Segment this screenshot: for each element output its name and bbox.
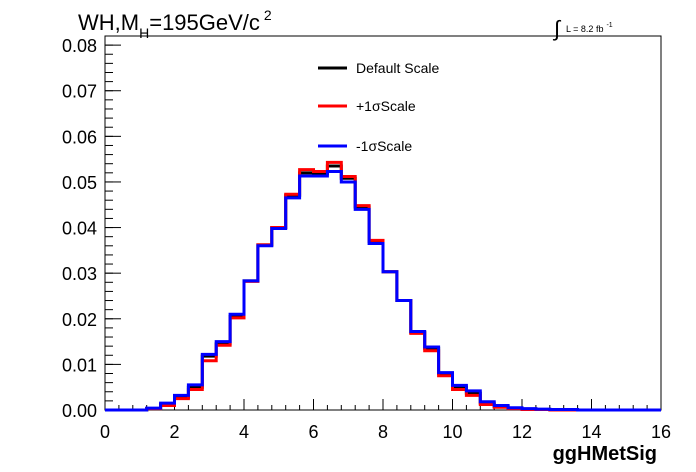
y-tick-label: 0.06 <box>62 127 97 147</box>
series-layer <box>105 160 661 412</box>
x-tick-label: 4 <box>239 422 249 442</box>
axis-ticks: 0 2 4 6 8 10 12 14 16 0.00 0.01 0.02 0.03 0.04 0.05 0.0… <box>62 35 671 442</box>
y-tick-label: 0.04 <box>62 219 97 239</box>
x-tick-label: 10 <box>442 422 462 442</box>
series-line-1 <box>105 160 661 412</box>
lumi-integral-symbol: ∫ <box>552 16 562 41</box>
title-superscript: 2 <box>264 7 272 23</box>
legend-label-0: Default Scale <box>356 60 439 76</box>
y-tick-label: 0.07 <box>62 82 97 102</box>
x-tick-label: 6 <box>308 422 318 442</box>
plot-frame <box>104 35 662 411</box>
y-tick-label: 0.08 <box>62 36 97 56</box>
series-line-2 <box>105 169 661 412</box>
chart-title: WH,MH=195GeV/c 2 <box>78 7 272 41</box>
title-subscript: H <box>139 25 149 41</box>
series-line-0 <box>105 164 661 412</box>
y-tick-label: 0.03 <box>62 264 97 284</box>
x-tick-label: 12 <box>512 422 532 442</box>
x-tick-label: 8 <box>378 422 388 442</box>
x-tick-label: 16 <box>651 422 671 442</box>
legend-label-1: +1σScale <box>356 98 416 114</box>
legend-label-2: -1σScale <box>356 138 412 154</box>
lumi-superscript: -1 <box>606 22 612 29</box>
x-tick-label: 0 <box>100 422 110 442</box>
x-axis-label: ggHMetSig <box>553 443 657 465</box>
y-tick-label: 0.05 <box>62 173 97 193</box>
lumi-text: L = 8.2 fb <box>566 24 603 34</box>
lumi-label: L = 8.2 fb -1 <box>566 22 613 34</box>
y-tick-label: 0.02 <box>62 310 97 330</box>
legend: Default Scale +1σScale -1σScale <box>318 60 439 154</box>
x-tick-label: 2 <box>169 422 179 442</box>
title-middle: =195GeV/c <box>149 10 260 35</box>
title-prefix: WH,M <box>78 10 139 35</box>
y-tick-label: 0.01 <box>62 355 97 375</box>
x-tick-label: 14 <box>581 422 601 442</box>
y-tick-label: 0.00 <box>62 401 97 421</box>
